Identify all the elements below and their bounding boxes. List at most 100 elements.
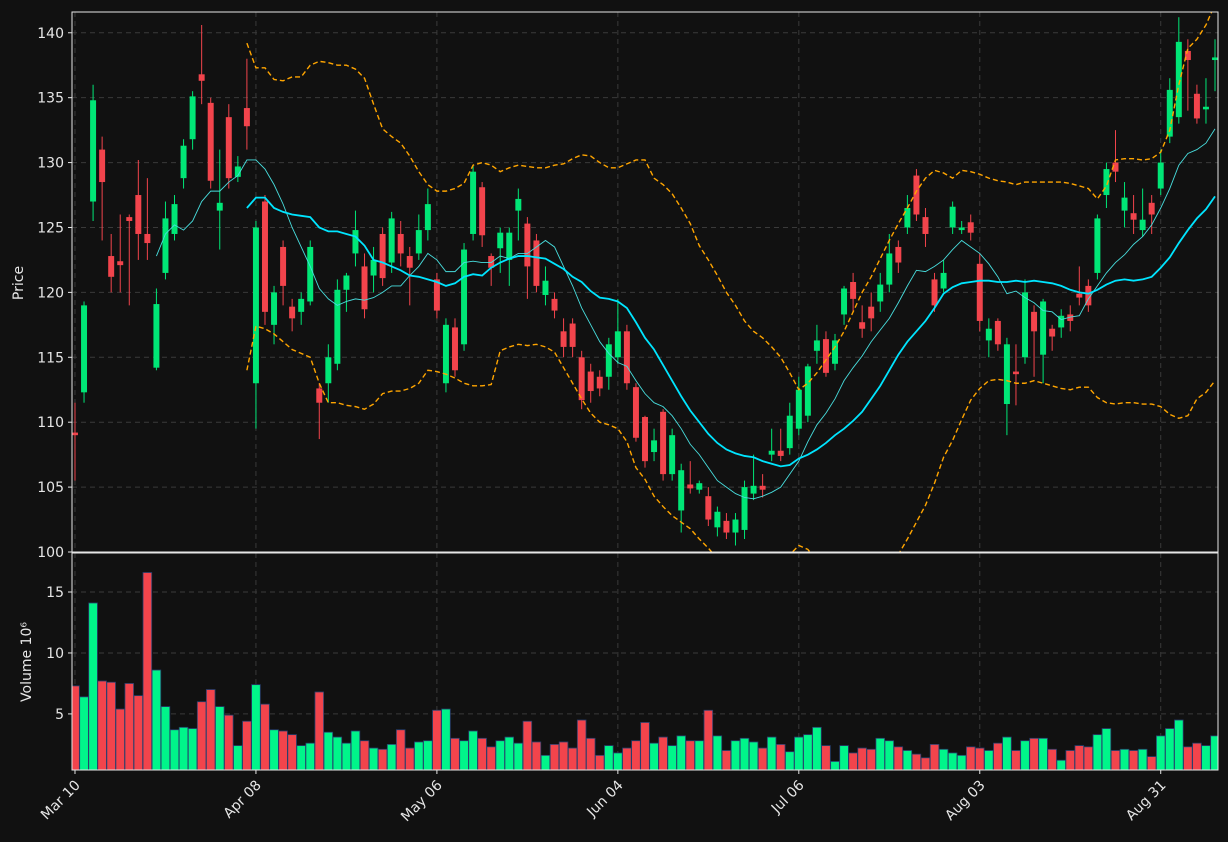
candle-body: [623, 331, 630, 384]
volume-bar: [296, 745, 306, 770]
candle-body: [813, 340, 820, 351]
volume-bar: [866, 748, 876, 770]
candle-body: [850, 282, 857, 299]
volume-bar: [965, 746, 976, 770]
y-tick-label: 5: [55, 707, 64, 723]
volume-bar: [1029, 737, 1039, 770]
volume-bar: [1011, 750, 1021, 770]
candle-body: [262, 201, 268, 312]
volume-bar: [703, 709, 714, 770]
volume-bar: [595, 754, 605, 770]
volume-bar: [775, 743, 786, 770]
candle-body: [533, 240, 540, 286]
candle-body: [1112, 162, 1119, 172]
volume-bar: [540, 754, 551, 770]
volume-bar: [513, 742, 524, 770]
volume-bar: [1047, 748, 1057, 770]
candle-body: [488, 256, 495, 268]
volume-bar: [97, 680, 107, 770]
indicator-line: [246, 195, 1216, 468]
price-grid: [72, 12, 1218, 553]
volume-bar: [622, 747, 632, 770]
volume-bar: [1038, 737, 1048, 770]
candle-body: [1175, 41, 1182, 118]
volume-bar: [142, 572, 153, 770]
candle-body: [1076, 293, 1083, 298]
candle-body: [976, 263, 983, 321]
candle-body: [985, 328, 992, 341]
volume-frame: [71, 552, 1219, 771]
volume-bar: [993, 742, 1003, 770]
candle-body: [687, 484, 694, 489]
volume-bar: [486, 746, 496, 770]
volume-bar: [305, 742, 315, 770]
candle-body: [822, 339, 829, 373]
volume-bar: [332, 736, 343, 770]
candle-body: [433, 279, 440, 311]
volume-bar: [1020, 740, 1030, 770]
candle-body: [994, 320, 1001, 345]
volume-bar: [929, 743, 940, 770]
volume-bar: [423, 740, 433, 770]
y-tick-label: 125: [37, 220, 64, 236]
volume-bar: [504, 736, 515, 770]
candle-body: [705, 496, 712, 520]
volume-bar: [1083, 746, 1094, 770]
candle-body: [1184, 50, 1191, 61]
volume-bar: [350, 730, 361, 770]
y-tick-label: 130: [37, 156, 64, 172]
volume-bar: [151, 669, 162, 770]
candle-body: [415, 230, 422, 254]
candle-body: [678, 470, 685, 511]
volume-bar: [567, 747, 578, 770]
candle-body: [1103, 169, 1110, 196]
candle-body: [1130, 213, 1137, 220]
candle-body: [216, 202, 223, 211]
volume-bar: [386, 743, 397, 770]
candle-body: [316, 388, 323, 403]
candle-body: [252, 227, 259, 384]
volume-bar: [432, 709, 442, 770]
volume-bar: [839, 745, 849, 770]
candle-body: [225, 117, 232, 179]
volume-bar: [323, 731, 334, 770]
volume-bar: [468, 730, 478, 770]
candle-body: [642, 417, 648, 462]
volume-bar: [405, 747, 415, 770]
candle-body: [1031, 311, 1038, 332]
candle-body: [1157, 162, 1164, 189]
candle-body: [967, 222, 974, 233]
volume-bar: [766, 736, 777, 770]
volume-bar: [893, 746, 904, 770]
candle-body: [153, 304, 160, 368]
candle-body: [940, 272, 947, 289]
volume-bar: [187, 728, 198, 770]
volume-bar: [1065, 750, 1075, 770]
candle-body: [1139, 219, 1146, 231]
volume-bar: [178, 726, 189, 770]
volume-bar: [1155, 735, 1166, 770]
volume-bar: [685, 740, 695, 770]
candle-body: [497, 232, 504, 249]
candle-body: [832, 340, 838, 364]
candle-body: [795, 389, 802, 429]
volume-bar: [830, 761, 840, 770]
volume-bar: [658, 736, 668, 770]
volume-bar: [495, 740, 505, 770]
volume-bar: [721, 750, 732, 770]
candle-body: [198, 74, 205, 81]
candle-body: [470, 171, 477, 234]
volume-bar: [757, 747, 768, 770]
candle-body: [171, 204, 178, 234]
candle-body: [1121, 197, 1128, 211]
volume-bar: [1110, 750, 1121, 770]
candle-body: [560, 331, 567, 347]
candle-body: [587, 371, 594, 392]
candle-body: [1085, 285, 1092, 306]
volume-bar: [341, 742, 352, 770]
candle-body: [99, 149, 106, 183]
candle-body: [280, 246, 287, 286]
candle-body: [406, 256, 413, 268]
